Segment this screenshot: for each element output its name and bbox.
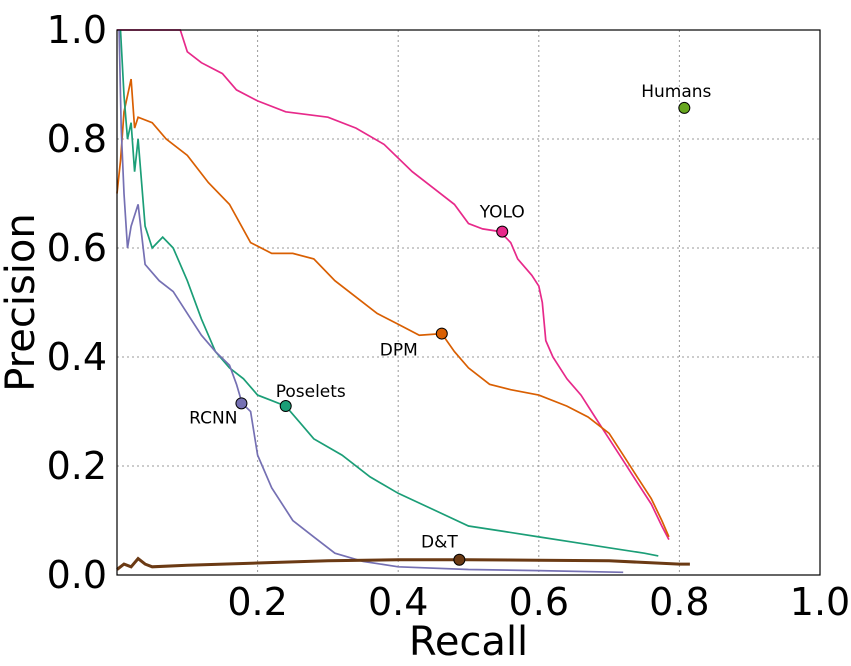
label-dpm: DPM	[380, 341, 418, 361]
series-line-dpm	[116, 78, 670, 538]
y-tick-label: 1.0	[47, 8, 107, 52]
y-tick-label: 0.2	[47, 444, 107, 488]
marker-dpm	[435, 327, 448, 340]
label-humans: Humans	[641, 82, 711, 102]
y-tick-label: 0.8	[47, 117, 107, 161]
marker-rcnn	[235, 397, 248, 410]
series-line-poselets	[119, 29, 659, 557]
x-tick-label: 0.6	[509, 580, 569, 624]
label-dandt: D&T	[421, 533, 458, 553]
series-line-yolo	[117, 29, 670, 540]
marker-yolo	[496, 225, 509, 238]
label-poselets: Poselets	[276, 382, 346, 402]
series-lines	[116, 29, 690, 574]
y-tick-label: 0.4	[47, 335, 107, 379]
marker-dandt	[453, 553, 466, 566]
x-axis-title: Recall	[409, 619, 528, 665]
marker-humans	[678, 101, 691, 114]
label-yolo: YOLO	[479, 203, 525, 223]
marker-poselets	[279, 400, 292, 413]
x-tick-label: 0.4	[368, 580, 428, 624]
y-axis-title: Precision	[0, 213, 44, 391]
x-tick-label: 1.0	[790, 580, 850, 624]
markers: YOLO DPM Poselets RCNN D&T Humans	[189, 82, 712, 566]
grid	[117, 30, 820, 575]
label-rcnn: RCNN	[189, 408, 237, 428]
x-tick-label: 0.2	[227, 580, 287, 624]
y-tick-label: 0.6	[47, 226, 107, 270]
x-tick-label: 0.8	[649, 580, 709, 624]
plot-frame	[116, 29, 821, 576]
y-tick-label: 0.0	[47, 553, 107, 597]
series-line-dandt	[116, 556, 690, 571]
tick-labels: 0.2 0.4 0.6 0.8 1.0 0.0 0.2 0.4 0.6 0.8 1.0	[47, 8, 851, 624]
